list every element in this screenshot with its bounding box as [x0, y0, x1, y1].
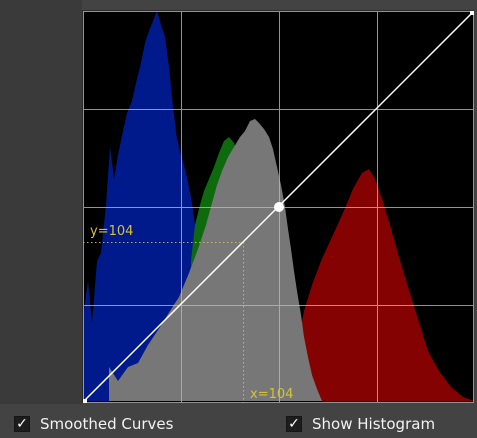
- smoothed-curves-option[interactable]: ✓ Smoothed Curves: [14, 415, 173, 433]
- smoothed-curves-label[interactable]: Smoothed Curves: [40, 415, 174, 433]
- y-value-readout: y=104: [90, 224, 133, 239]
- show-histogram-option[interactable]: ✓ Show Histogram: [286, 415, 435, 433]
- red-histogram: [295, 169, 474, 401]
- readout-guides: [83, 242, 244, 403]
- show-histogram-checkbox[interactable]: ✓: [286, 416, 302, 432]
- left-panel-background: [0, 0, 82, 404]
- curve-graph[interactable]: y=104 x=104: [83, 11, 474, 403]
- curve-start-handle[interactable]: [83, 399, 87, 403]
- curve-editor-panel[interactable]: y=104 x=104: [82, 10, 474, 403]
- show-histogram-label[interactable]: Show Histogram: [312, 415, 436, 433]
- luminance-histogram: [109, 119, 322, 401]
- curve-end-handle[interactable]: [470, 11, 474, 15]
- curve-options-bar: ✓ Smoothed Curves ✓ Show Histogram: [0, 404, 477, 438]
- curve-control-point[interactable]: [274, 202, 284, 212]
- grid: [83, 11, 474, 403]
- smoothed-curves-checkbox[interactable]: ✓: [14, 416, 30, 432]
- x-value-readout: x=104: [250, 387, 293, 402]
